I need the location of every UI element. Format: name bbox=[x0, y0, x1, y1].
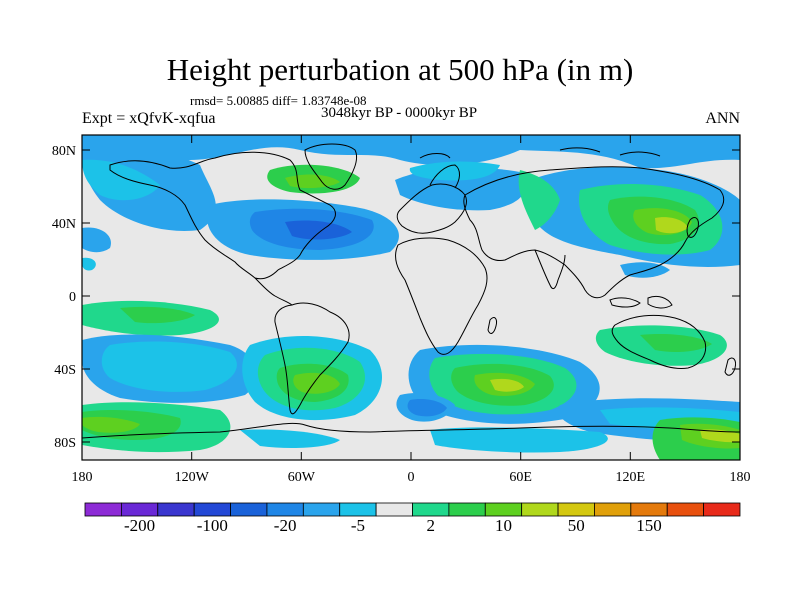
period-text: 3048kyr BP - 0000kyr BP bbox=[321, 105, 478, 121]
colorbar-label: -100 bbox=[196, 516, 228, 535]
colorbar-swatch bbox=[302, 502, 341, 517]
colorbar-swatch bbox=[84, 502, 122, 517]
colorbar-swatch bbox=[521, 502, 559, 517]
longitude-axis: 180 120W 60W 0 60E 120E 180 bbox=[72, 135, 751, 485]
colorbar-swatch bbox=[412, 502, 450, 517]
colorbar-swatch bbox=[266, 502, 304, 517]
colorbar-label: -20 bbox=[273, 516, 297, 535]
colorbar-label: -200 bbox=[123, 516, 156, 535]
colorbar-swatch bbox=[230, 502, 268, 517]
colorbar-label: -5 bbox=[350, 516, 365, 535]
lat-tick-label: 80S bbox=[54, 436, 76, 451]
colorbar-label: 150 bbox=[636, 516, 662, 535]
lat-tick-label: 40S bbox=[54, 363, 76, 378]
colorbar-swatch bbox=[666, 502, 705, 517]
lat-tick-label: 80N bbox=[52, 144, 76, 159]
colorbar bbox=[84, 502, 741, 517]
colorbar-swatch bbox=[157, 502, 195, 517]
colorbar-swatch bbox=[120, 502, 159, 517]
experiment-label: Expt = xQfvK-xqfua bbox=[82, 110, 216, 127]
colorbar-swatch bbox=[484, 502, 523, 517]
lon-tick-label: 180 bbox=[730, 470, 751, 485]
lon-tick-label: 120E bbox=[616, 470, 646, 485]
lon-tick-label: 60E bbox=[509, 470, 532, 485]
colorbar-swatch bbox=[557, 502, 595, 517]
coastlines bbox=[82, 143, 740, 439]
lon-tick-label: 180 bbox=[72, 470, 93, 485]
colorbar-swatch bbox=[375, 502, 413, 517]
season-label: ANN bbox=[705, 110, 740, 127]
lon-tick-label: 0 bbox=[408, 470, 415, 485]
stats-text: rmsd= 5.00885 diff= 1.83748e-08 bbox=[190, 93, 367, 108]
lon-tick-label: 60W bbox=[288, 470, 316, 485]
colorbar-label: 2 bbox=[426, 516, 435, 535]
colorbar-label: 50 bbox=[567, 516, 585, 535]
colorbar-swatch bbox=[193, 502, 231, 517]
colorbar-swatch bbox=[448, 502, 486, 517]
colorbar-label: 10 bbox=[494, 516, 512, 535]
colorbar-swatch bbox=[339, 502, 377, 517]
map-title: Height perturbation at 500 hPa (in m) bbox=[166, 52, 634, 87]
contour-fill bbox=[82, 135, 740, 460]
lon-tick-label: 120W bbox=[175, 470, 210, 485]
colorbar-swatch bbox=[630, 502, 668, 517]
lat-tick-label: 0 bbox=[69, 290, 76, 305]
colorbar-swatch bbox=[703, 502, 741, 517]
lat-tick-label: 40N bbox=[52, 217, 76, 232]
latitude-axis: 80N 40N 0 40S 80S bbox=[52, 144, 740, 451]
colorbar-swatch bbox=[594, 502, 632, 517]
